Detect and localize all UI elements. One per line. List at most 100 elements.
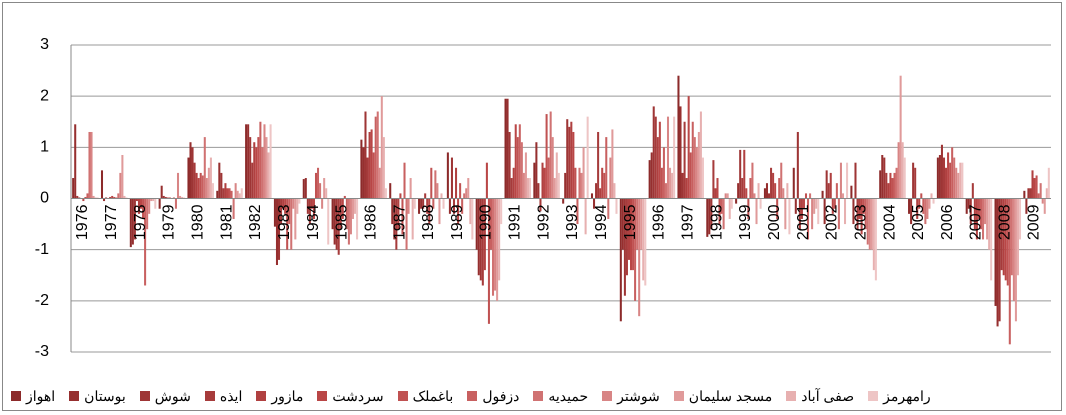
bar bbox=[852, 198, 855, 225]
bar bbox=[654, 116, 657, 199]
x-tick-label: 1991 bbox=[507, 204, 524, 240]
bar bbox=[164, 196, 167, 199]
bar bbox=[121, 155, 124, 199]
bar bbox=[269, 124, 272, 199]
bar bbox=[741, 178, 744, 199]
bar bbox=[912, 162, 915, 199]
legend-label: رامهرمز bbox=[883, 387, 931, 404]
bar bbox=[166, 197, 169, 199]
bar bbox=[434, 170, 437, 199]
bar bbox=[539, 198, 542, 212]
x-tick-label: 1982 bbox=[247, 204, 264, 240]
bar bbox=[351, 198, 355, 219]
bar bbox=[1000, 198, 1003, 271]
bar bbox=[485, 162, 488, 199]
bar bbox=[489, 198, 493, 250]
x-tick-label: 1977 bbox=[103, 204, 120, 240]
bar bbox=[426, 198, 429, 214]
legend-label: سردشت bbox=[332, 387, 384, 404]
legend-label: ایذه bbox=[219, 387, 243, 404]
bar bbox=[508, 131, 511, 199]
bar bbox=[784, 198, 787, 230]
bar bbox=[78, 197, 81, 199]
bar bbox=[475, 198, 478, 250]
bar bbox=[240, 188, 243, 199]
bar bbox=[823, 198, 826, 225]
x-tick-label: 1999 bbox=[737, 204, 754, 240]
bar bbox=[572, 131, 575, 199]
bar bbox=[780, 162, 783, 199]
bar bbox=[788, 198, 791, 235]
bar bbox=[277, 198, 281, 260]
bar bbox=[487, 198, 490, 324]
bar bbox=[811, 198, 814, 230]
bar bbox=[337, 198, 340, 255]
bar bbox=[306, 198, 309, 214]
bar bbox=[961, 162, 964, 199]
bar bbox=[510, 178, 513, 199]
y-tick-label: 2 bbox=[40, 87, 49, 104]
bar bbox=[590, 193, 594, 199]
bar bbox=[564, 172, 567, 199]
bar bbox=[967, 198, 970, 209]
legend-swatch bbox=[533, 391, 544, 401]
bar bbox=[747, 198, 750, 219]
bar bbox=[839, 162, 842, 199]
bar bbox=[432, 198, 435, 209]
bar bbox=[308, 198, 311, 225]
bar bbox=[397, 198, 400, 230]
bar bbox=[835, 183, 838, 199]
bar bbox=[743, 149, 746, 199]
bar bbox=[893, 172, 896, 199]
y-tick-label: -2 bbox=[35, 292, 49, 309]
bar bbox=[749, 178, 752, 199]
bar bbox=[644, 198, 647, 286]
bar bbox=[193, 162, 196, 199]
bar bbox=[979, 198, 983, 230]
bar bbox=[988, 198, 991, 250]
bar bbox=[312, 198, 315, 219]
bar bbox=[393, 198, 396, 240]
x-tick-label: 2000 bbox=[766, 204, 783, 240]
bar bbox=[401, 198, 404, 235]
legend-item: مازور bbox=[256, 388, 303, 405]
bar bbox=[146, 198, 149, 230]
bar bbox=[767, 193, 771, 199]
x-tick-label: 2002 bbox=[824, 204, 841, 240]
bar bbox=[638, 198, 641, 317]
legend-swatch bbox=[673, 391, 684, 401]
bar bbox=[245, 124, 248, 199]
bar bbox=[259, 121, 262, 199]
bar bbox=[998, 198, 1001, 322]
bar bbox=[310, 198, 313, 209]
bar bbox=[889, 172, 892, 199]
bar bbox=[792, 167, 795, 199]
bar bbox=[601, 167, 604, 199]
legend-item: دزفول bbox=[467, 388, 519, 405]
bar bbox=[716, 178, 719, 199]
bar bbox=[1035, 175, 1038, 199]
bar bbox=[607, 198, 610, 219]
bar bbox=[331, 198, 334, 230]
x-tick-label: 1993 bbox=[564, 204, 581, 240]
bar bbox=[424, 193, 427, 199]
bar bbox=[384, 188, 387, 199]
bar bbox=[179, 195, 182, 199]
bar bbox=[683, 121, 686, 199]
bar bbox=[438, 198, 441, 225]
bar bbox=[660, 167, 663, 199]
bar bbox=[862, 198, 865, 214]
bar bbox=[82, 198, 85, 202]
bar bbox=[263, 124, 266, 199]
bar bbox=[203, 137, 206, 199]
bar bbox=[207, 167, 210, 199]
legend-item: صفی آباد bbox=[786, 388, 854, 405]
bar bbox=[255, 147, 258, 199]
bar bbox=[858, 198, 861, 219]
bar bbox=[333, 198, 336, 245]
bar bbox=[597, 131, 600, 199]
bar bbox=[1037, 193, 1040, 199]
bar bbox=[918, 198, 921, 209]
bar bbox=[586, 116, 589, 199]
bar bbox=[920, 193, 923, 199]
